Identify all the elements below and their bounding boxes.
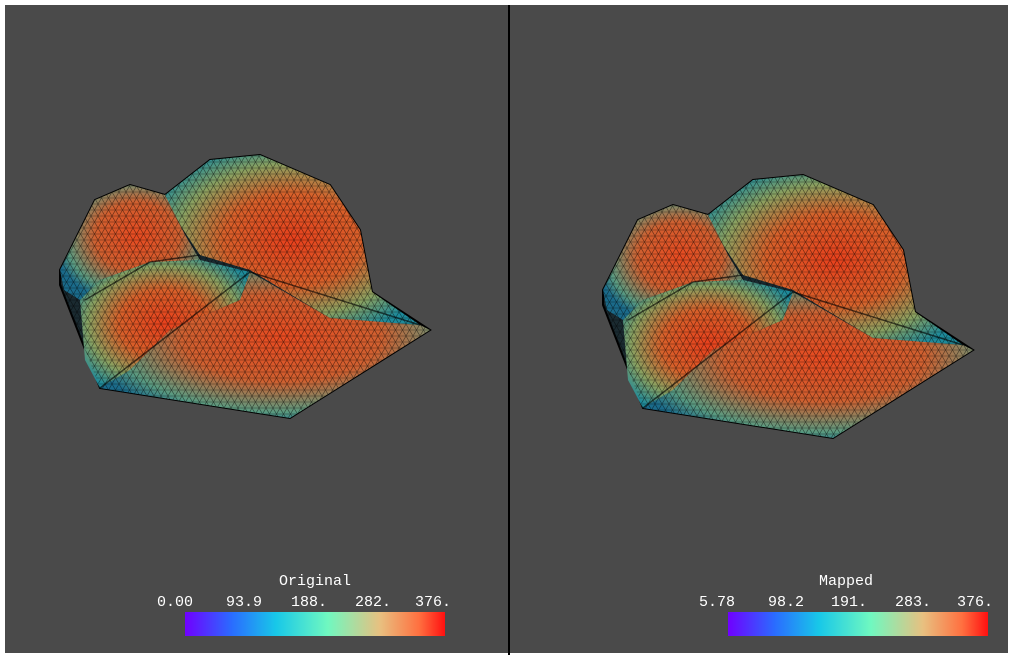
screenshot: Original 0.00 93.9 188. 282. 376. Mapped…: [0, 0, 1013, 655]
colorbar-tick: 98.2: [768, 594, 804, 611]
colorbar-tick: 0.00: [157, 594, 193, 611]
colorbar-tick: 283.: [895, 594, 931, 611]
colorbar-tick: 282.: [355, 594, 391, 611]
colorbar-tick: 376.: [415, 594, 451, 611]
colorbar-title: Mapped: [819, 573, 873, 590]
colorbar-tick: 5.78: [699, 594, 735, 611]
colorbar: [185, 612, 445, 636]
colorbar: [728, 612, 988, 636]
page: Original 0.00 93.9 188. 282. 376. Mapped…: [0, 0, 1013, 655]
colorbar-tick: 376.: [957, 594, 993, 611]
colorbar-tick: 93.9: [226, 594, 262, 611]
colorbar-tick: 188.: [291, 594, 327, 611]
colorbar-tick: 191.: [831, 594, 867, 611]
colorbar-title: Original: [279, 573, 351, 590]
